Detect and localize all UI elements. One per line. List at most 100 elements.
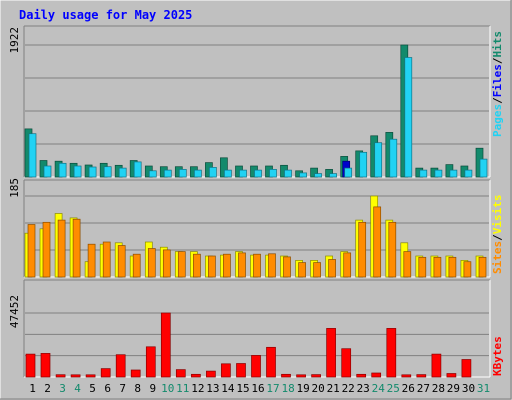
bar-pages-day-11 — [178, 169, 187, 178]
x-tick-label-day-19: 19 — [296, 382, 309, 395]
x-tick-label-day-12: 12 — [191, 382, 204, 395]
x-tick-label-day-17: 17 — [266, 382, 279, 395]
x-tick-label-day-2: 2 — [44, 382, 51, 395]
bar-pages-day-20 — [314, 173, 322, 178]
bar-kbytes-day-13 — [206, 370, 216, 378]
bar-kbytes-day-14 — [221, 363, 231, 378]
bar-sites-day-7 — [117, 245, 126, 278]
bar-pages-day-29 — [449, 169, 458, 178]
bar-kbytes-day-15 — [236, 363, 246, 378]
x-tick-label-day-1: 1 — [29, 382, 36, 395]
bar-sites-day-22 — [343, 252, 352, 278]
bar-sites-day-31 — [478, 256, 487, 278]
bar-sites-day-28 — [433, 256, 442, 278]
bar-sites-day-15 — [238, 252, 246, 278]
legend-entry: Pages — [491, 104, 504, 137]
bar-pages-day-14 — [224, 169, 232, 178]
bar-kbytes-day-7 — [115, 354, 126, 378]
bar-pages-day-8 — [133, 161, 142, 178]
bar-kbytes-day-22 — [341, 348, 352, 378]
chart-title: Daily usage for May 2025 — [19, 8, 192, 22]
bar-pages-day-2 — [43, 165, 52, 178]
bar-pages-day-23 — [359, 151, 368, 178]
bar-pages-day-25 — [389, 138, 398, 178]
bar-pages-day-12 — [194, 169, 202, 178]
x-tick-label-day-7: 7 — [119, 382, 126, 395]
bar-kbytes-day-1 — [25, 353, 36, 378]
legend-entry: / — [491, 97, 504, 104]
bar-sites-day-19 — [298, 262, 306, 278]
x-tick-label-day-26: 26 — [402, 382, 415, 395]
x-tick-label-day-13: 13 — [206, 382, 219, 395]
y-max-label: 185 — [8, 178, 21, 198]
bar-sites-day-14 — [223, 253, 231, 278]
x-tick-label-day-21: 21 — [327, 382, 340, 395]
x-tick-label-day-27: 27 — [417, 382, 430, 395]
bar-sites-day-13 — [208, 255, 216, 278]
legend-kbytes: KBytes — [491, 336, 504, 376]
bar-kbytes-day-28 — [431, 353, 442, 378]
bar-kbytes-day-4 — [70, 374, 81, 378]
bar-pages-day-26 — [404, 57, 413, 178]
x-tick-label-day-16: 16 — [251, 382, 264, 395]
bar-sites-day-24 — [373, 206, 382, 278]
x-tick-label-day-5: 5 — [89, 382, 96, 395]
bar-sites-day-18 — [283, 256, 291, 278]
bar-sites-day-21 — [328, 259, 336, 278]
bar-pages-day-15 — [239, 169, 247, 178]
bar-pages-day-18 — [284, 169, 292, 178]
bar-pages-day-9 — [148, 170, 157, 178]
bar-pages-day-17 — [269, 169, 277, 178]
bar-kbytes-day-23 — [356, 373, 367, 378]
legend-entry: Hits — [491, 31, 504, 58]
bar-pages-day-6 — [103, 166, 112, 178]
bar-pages-day-10 — [163, 169, 172, 178]
bar-kbytes-day-10 — [160, 312, 171, 378]
bar-kbytes-day-18 — [281, 373, 291, 378]
bar-pages-day-27 — [419, 169, 428, 178]
bar-kbytes-day-21 — [326, 328, 336, 378]
bar-sites-day-26 — [403, 251, 412, 278]
x-tick-label-day-23: 23 — [357, 382, 370, 395]
bar-kbytes-day-8 — [130, 369, 141, 378]
x-tick-label-day-10: 10 — [161, 382, 174, 395]
bar-kbytes-day-2 — [40, 353, 51, 378]
bar-sites-day-29 — [448, 256, 457, 278]
x-tick-label-day-20: 20 — [311, 382, 324, 395]
panel-hits_files_pages — [24, 26, 490, 177]
bar-kbytes-day-19 — [296, 374, 306, 378]
bar-kbytes-day-11 — [175, 369, 186, 378]
bar-sites-day-30 — [463, 261, 472, 278]
bar-pages-day-3 — [58, 162, 67, 178]
bar-sites-day-20 — [313, 262, 321, 278]
bar-pages-day-4 — [73, 165, 82, 178]
x-tick-label-day-28: 28 — [432, 382, 445, 395]
bar-kbytes-day-25 — [386, 328, 397, 378]
x-tick-label-day-3: 3 — [59, 382, 66, 395]
x-tick-label-day-15: 15 — [236, 382, 249, 395]
bar-pages-day-21 — [329, 173, 337, 178]
bar-pages-day-28 — [434, 169, 443, 178]
x-tick-label-day-24: 24 — [372, 382, 386, 395]
legend-visits_sites: Sites/Visits — [491, 195, 504, 275]
bar-sites-day-27 — [418, 256, 427, 278]
legend-entry: Visits — [491, 195, 504, 235]
bar-kbytes-day-27 — [416, 374, 427, 378]
legend-entry: / — [491, 234, 504, 241]
bar-pages-day-1 — [28, 133, 37, 178]
bar-kbytes-day-16 — [251, 355, 261, 378]
bar-kbytes-day-3 — [55, 374, 66, 378]
legend-entry: Files — [491, 64, 504, 97]
bar-sites-day-16 — [253, 253, 261, 278]
bar-pages-day-24 — [374, 142, 383, 178]
bar-sites-day-4 — [72, 218, 81, 278]
bar-sites-day-2 — [42, 221, 51, 278]
legend-entry: KBytes — [491, 336, 504, 376]
bar-sites-day-11 — [177, 251, 186, 278]
bar-hits-day-14 — [220, 157, 228, 178]
bar-hits-day-20 — [310, 167, 318, 178]
x-tick-label-day-4: 4 — [74, 382, 81, 395]
bar-kbytes-day-9 — [145, 346, 156, 378]
bar-sites-day-3 — [57, 219, 66, 278]
